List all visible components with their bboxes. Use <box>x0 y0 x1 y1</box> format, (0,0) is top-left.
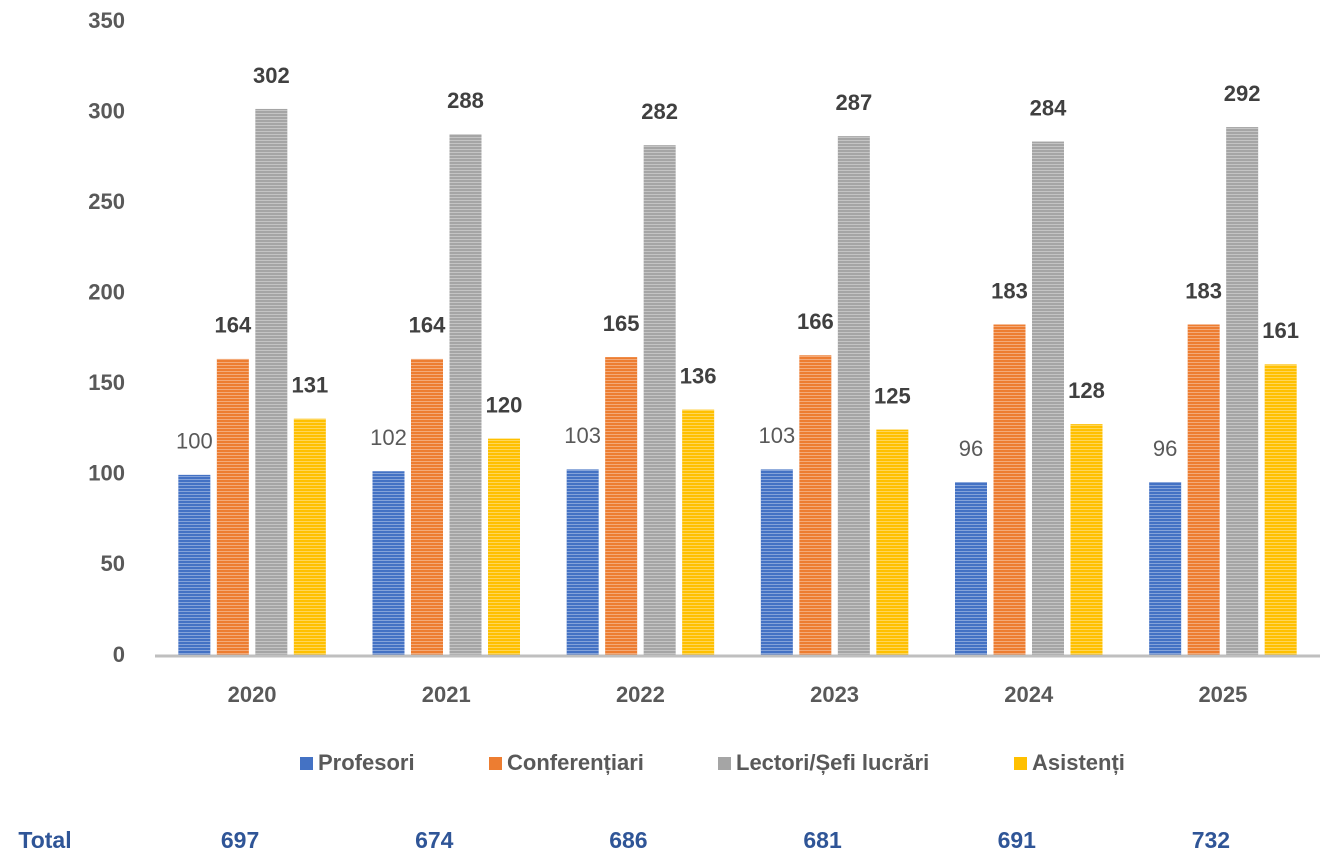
total-value: 691 <box>998 827 1037 853</box>
value-label: 128 <box>1068 378 1105 403</box>
value-label: 183 <box>1185 278 1222 303</box>
y-tick-label: 300 <box>88 98 125 123</box>
y-tick-label: 200 <box>88 280 125 305</box>
x-tick-label: 2021 <box>422 682 471 707</box>
bar-texture <box>411 358 443 656</box>
bar-texture <box>566 469 599 656</box>
x-tick-label: 2022 <box>616 682 665 707</box>
legend-swatch <box>300 757 313 770</box>
value-label: 288 <box>447 88 484 113</box>
value-label: 120 <box>486 392 523 417</box>
value-label: 131 <box>291 373 328 398</box>
x-tick-label: 2023 <box>810 682 859 707</box>
y-tick-label: 250 <box>88 189 125 214</box>
bar-texture <box>488 438 520 656</box>
x-tick-label: 2024 <box>1004 682 1054 707</box>
y-tick-label: 150 <box>88 370 125 395</box>
bar-texture <box>1070 424 1103 656</box>
bar-texture <box>1226 127 1259 656</box>
value-label: 96 <box>959 436 983 461</box>
value-label: 165 <box>603 311 640 336</box>
value-label: 284 <box>1030 95 1067 120</box>
bar-texture <box>178 474 211 656</box>
value-label: 96 <box>1153 436 1177 461</box>
value-label: 183 <box>991 278 1028 303</box>
legend-label: Lectori/Șefi lucrări <box>736 750 929 775</box>
value-label: 136 <box>680 363 717 388</box>
bar-texture <box>682 409 715 656</box>
legend-swatch <box>1014 757 1027 770</box>
total-value: 732 <box>1192 827 1230 853</box>
bar-texture <box>1149 482 1182 656</box>
legend-swatch <box>718 757 731 770</box>
bar-texture <box>1187 324 1220 656</box>
bar-texture <box>799 355 832 656</box>
value-label: 103 <box>758 423 795 448</box>
x-tick-label: 2020 <box>228 682 277 707</box>
y-tick-label: 50 <box>101 551 125 576</box>
bar-texture <box>837 136 870 656</box>
value-label: 102 <box>370 425 407 450</box>
bar-texture <box>605 357 638 656</box>
bar-texture <box>255 108 288 657</box>
value-label: 161 <box>1262 318 1299 343</box>
y-tick-label: 0 <box>113 642 125 667</box>
bar-texture <box>1032 141 1064 656</box>
value-label: 103 <box>564 423 601 448</box>
legend-label: Profesori <box>318 750 415 775</box>
legend-label: Conferențiari <box>507 750 644 775</box>
legend-swatch <box>489 757 502 770</box>
x-tick-label: 2025 <box>1198 682 1247 707</box>
value-label: 302 <box>253 63 290 88</box>
y-tick-label: 350 <box>88 8 125 33</box>
value-label: 164 <box>409 313 446 338</box>
legend-label: Asistenți <box>1032 750 1125 775</box>
total-value: 681 <box>803 827 842 853</box>
bar-texture <box>372 471 405 656</box>
bar-texture <box>449 134 482 656</box>
value-label: 164 <box>214 313 251 338</box>
bar-texture <box>293 418 326 656</box>
value-label: 292 <box>1224 81 1261 106</box>
value-label: 100 <box>176 429 213 454</box>
total-value: 697 <box>221 827 259 853</box>
bar-texture <box>643 145 676 657</box>
bar-texture <box>876 429 909 656</box>
value-label: 282 <box>641 99 678 124</box>
value-label: 166 <box>797 309 834 334</box>
bar-texture <box>1264 364 1297 656</box>
value-label: 125 <box>874 383 911 408</box>
y-tick-label: 100 <box>88 461 125 486</box>
total-value: 674 <box>415 827 454 853</box>
totals-label: Total <box>18 827 71 853</box>
value-label: 287 <box>835 90 872 115</box>
bar-texture <box>216 358 249 656</box>
bar-texture <box>760 469 793 656</box>
total-value: 686 <box>609 827 647 853</box>
bar-texture <box>955 482 987 656</box>
bar-texture <box>993 324 1026 656</box>
